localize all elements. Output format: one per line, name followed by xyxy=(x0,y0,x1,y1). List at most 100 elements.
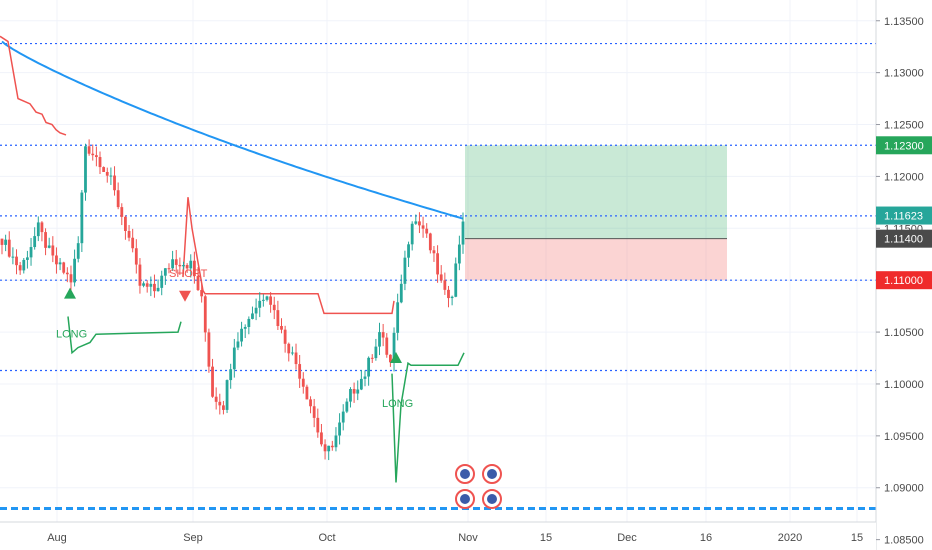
candle-body xyxy=(26,257,29,260)
event-flag-icon xyxy=(487,494,497,504)
x-tick-label-5: Dec xyxy=(617,532,637,544)
candle-body xyxy=(214,396,218,402)
candle-body xyxy=(11,256,15,258)
candle-body xyxy=(298,364,302,379)
candle-body xyxy=(363,376,367,379)
candle-body xyxy=(261,299,265,301)
candle-body xyxy=(18,265,22,271)
signal-arrow-long-0 xyxy=(64,287,76,299)
candle-body xyxy=(73,258,76,283)
candle-body xyxy=(345,401,349,412)
candle-body xyxy=(207,332,211,367)
x-tick-label-6: 16 xyxy=(700,532,712,544)
candle-body xyxy=(124,216,127,231)
signal-label-short-1: SHORT xyxy=(169,268,208,280)
candle-body xyxy=(450,296,454,299)
price-label-3 xyxy=(876,271,932,290)
signal-label-long-2: LONG xyxy=(382,398,413,410)
candle-body xyxy=(211,366,214,397)
candle-body xyxy=(381,332,385,338)
y-tick-label-10: 1.08500 xyxy=(884,535,924,547)
candle-body xyxy=(265,296,269,300)
signal-arrow-long-2 xyxy=(390,352,402,364)
price-label-text-1: 1.11623 xyxy=(884,211,923,223)
price-label-text-3: 1.11000 xyxy=(884,275,923,287)
position-tool[interactable] xyxy=(465,145,727,281)
x-tick-label-2: Oct xyxy=(318,532,335,544)
candle-body xyxy=(396,302,400,333)
candle-body xyxy=(454,263,458,297)
trailing-stop-short-2 xyxy=(182,197,395,315)
candle-body xyxy=(113,175,116,191)
candle-body xyxy=(399,283,403,303)
candle-body xyxy=(55,255,58,265)
y-tick-label-6: 1.10500 xyxy=(884,327,924,339)
candlesticks xyxy=(0,139,465,461)
candle-body xyxy=(98,157,102,168)
candle-body xyxy=(349,389,352,402)
candle-body xyxy=(370,357,374,359)
candle-body xyxy=(218,401,222,406)
x-tick-label-4: 15 xyxy=(540,532,552,544)
candle-body xyxy=(142,283,145,286)
trailing-stop-short-1 xyxy=(0,35,67,136)
candle-body xyxy=(294,352,298,365)
economic-events[interactable] xyxy=(455,464,502,509)
candle-body xyxy=(40,222,44,233)
y-tick-label-3: 1.12000 xyxy=(884,171,924,183)
candle-body xyxy=(109,175,113,177)
candle-body xyxy=(236,341,240,348)
profit-zone[interactable] xyxy=(465,145,727,239)
candle-body xyxy=(425,228,429,234)
price-label-0 xyxy=(876,136,932,155)
trailing-stop-long-1 xyxy=(67,316,182,355)
price-label-1 xyxy=(876,206,932,225)
candle-body xyxy=(178,264,182,267)
candle-body xyxy=(203,296,207,333)
candle-body xyxy=(222,405,225,410)
candle-body xyxy=(131,237,135,249)
candle-body xyxy=(69,274,73,283)
x-tick-label-3: Nov xyxy=(458,532,478,544)
candle-body xyxy=(269,296,273,305)
candle-body xyxy=(327,445,331,452)
candle-body xyxy=(58,262,62,265)
candle-body xyxy=(280,326,283,330)
candle-body xyxy=(359,378,363,390)
candle-body xyxy=(145,283,149,287)
candle-body xyxy=(389,354,392,363)
candle-body xyxy=(76,243,80,259)
candle-body xyxy=(240,328,243,342)
price-label-text-0: 1.12300 xyxy=(884,140,924,152)
candle-body xyxy=(200,290,204,297)
candle-body xyxy=(305,386,309,400)
candle-body xyxy=(418,221,421,226)
candle-body xyxy=(87,146,91,154)
loss-zone[interactable] xyxy=(465,238,727,281)
candle-body xyxy=(341,411,345,423)
candle-body xyxy=(167,268,171,270)
candle-body xyxy=(367,357,371,377)
candle-body xyxy=(225,380,229,410)
candle-body xyxy=(247,318,251,327)
horizontal-levels[interactable] xyxy=(0,42,876,510)
candle-body xyxy=(378,332,381,347)
time-axis[interactable] xyxy=(0,522,876,550)
candle-body xyxy=(185,265,189,269)
candle-body xyxy=(127,230,131,238)
candle-body xyxy=(160,275,164,288)
candle-body xyxy=(301,378,305,387)
candle-body xyxy=(461,221,465,245)
y-tick-label-7: 1.10000 xyxy=(884,379,924,391)
candle-body xyxy=(447,289,450,299)
candle-body xyxy=(153,283,156,292)
candle-body xyxy=(272,304,276,311)
price-label-text-2: 1.11400 xyxy=(884,234,923,246)
candle-body xyxy=(163,268,167,276)
candle-body xyxy=(392,332,396,363)
candle-body xyxy=(338,422,341,436)
candle-body xyxy=(171,259,175,269)
candle-body xyxy=(51,245,55,256)
